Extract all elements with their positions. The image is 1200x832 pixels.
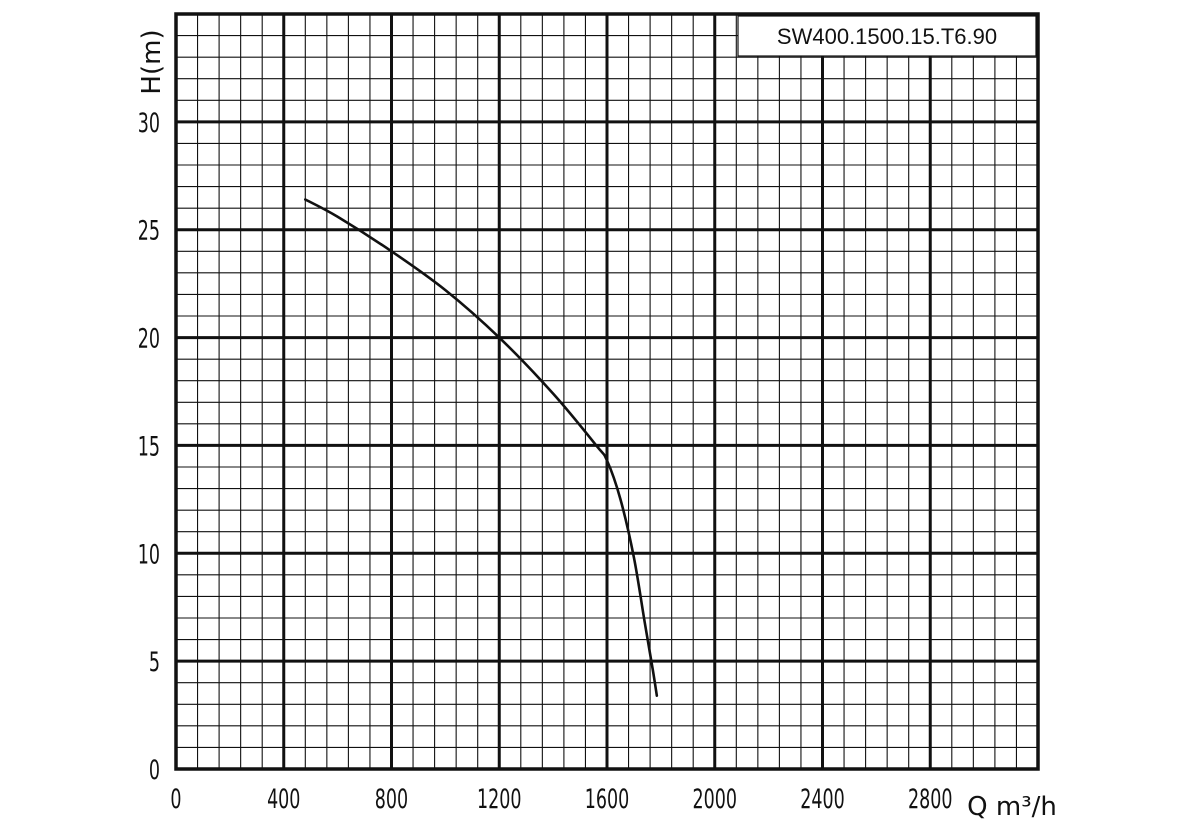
- model-label-box: SW400.1500.15.T6.90: [737, 15, 1037, 57]
- performance-curve: [304, 198, 659, 697]
- y-tick-label: 0: [149, 754, 160, 786]
- y-tick-labels: 0 5 10 15 20 25 30: [138, 107, 160, 786]
- x-tick-label: 1200: [477, 783, 521, 815]
- model-label: SW400.1500.15.T6.90: [777, 24, 997, 49]
- x-tick-label: 2400: [800, 783, 844, 815]
- y-tick-label: 25: [138, 214, 160, 246]
- x-tick-label: 0: [170, 783, 181, 815]
- model-label-frame: [737, 15, 1037, 57]
- x-tick-label: 1600: [585, 783, 629, 815]
- y-tick-label: 5: [149, 646, 160, 678]
- y-axis-label: H(m): [137, 29, 167, 94]
- x-tick-label: 400: [267, 783, 300, 815]
- x-axis-label: Q m³/h: [967, 792, 1057, 822]
- y-tick-label: 10: [138, 538, 160, 570]
- minor-gridlines: [176, 14, 1038, 769]
- y-tick-label: 15: [138, 430, 160, 462]
- curve-layer: [304, 198, 659, 697]
- x-tick-label: 800: [375, 783, 408, 815]
- x-tick-labels: 0 400 800 1200 1600 2000 2400 2800: [170, 783, 952, 815]
- major-gridlines: [176, 14, 1038, 769]
- y-tick-label: 20: [138, 322, 160, 354]
- x-tick-label: 2800: [908, 783, 952, 815]
- y-tick-label: 30: [138, 107, 160, 139]
- x-tick-label: 2000: [693, 783, 737, 815]
- plot-frame: [174, 12, 1040, 771]
